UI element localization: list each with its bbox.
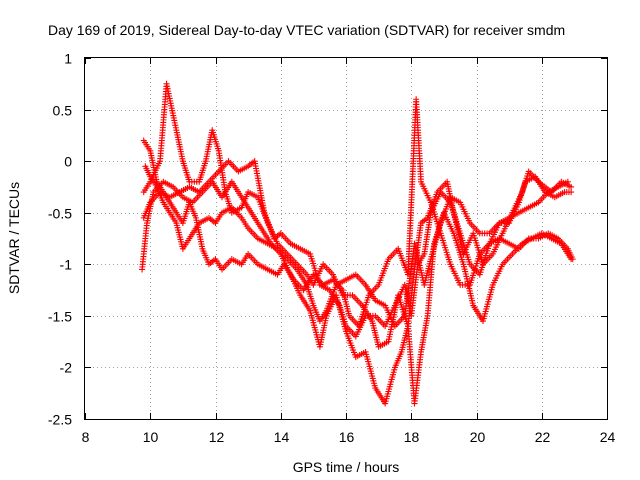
x-tick-label: 10 bbox=[143, 429, 159, 445]
x-tick-label: 22 bbox=[535, 429, 551, 445]
x-tick-label: 8 bbox=[82, 429, 90, 445]
x-tick-label: 20 bbox=[470, 429, 486, 445]
series-track-4 bbox=[140, 96, 576, 330]
y-tick-label: -2 bbox=[60, 360, 73, 376]
y-tick-label: -0.5 bbox=[48, 206, 72, 222]
y-tick-label: 0 bbox=[64, 154, 72, 170]
y-tick-label: -1 bbox=[60, 257, 73, 273]
series-track-3 bbox=[139, 178, 575, 407]
series-track-5 bbox=[142, 163, 571, 330]
data-point bbox=[569, 256, 576, 263]
x-axis-label: GPS time / hours bbox=[293, 459, 400, 475]
axis-ticks: 8 10 12 14 16 18 20 22 24 -2.5 -2 -1.5 -1 -0.5 0 0.5 1 bbox=[48, 51, 616, 446]
data-point bbox=[568, 183, 575, 190]
x-tick-label: 14 bbox=[274, 429, 290, 445]
y-tick-label: -1.5 bbox=[48, 309, 72, 325]
x-tick-label: 16 bbox=[339, 429, 355, 445]
data-point bbox=[568, 189, 575, 196]
series-track-2 bbox=[140, 158, 575, 340]
x-tick-label: 12 bbox=[209, 429, 225, 445]
plot-frame bbox=[84, 57, 608, 420]
y-tick-label: 0.5 bbox=[53, 103, 73, 119]
x-tick-label: 24 bbox=[600, 429, 616, 445]
y-tick-label: 1 bbox=[64, 51, 72, 67]
y-tick-label: -2.5 bbox=[48, 412, 72, 428]
chart-title: Day 169 of 2019, Sidereal Day-to-day VTE… bbox=[48, 22, 565, 38]
data-point bbox=[564, 178, 571, 185]
y-axis-label: SDTVAR / TECUs bbox=[6, 182, 22, 294]
x-tick-label: 18 bbox=[404, 429, 420, 445]
series-points bbox=[139, 80, 576, 407]
